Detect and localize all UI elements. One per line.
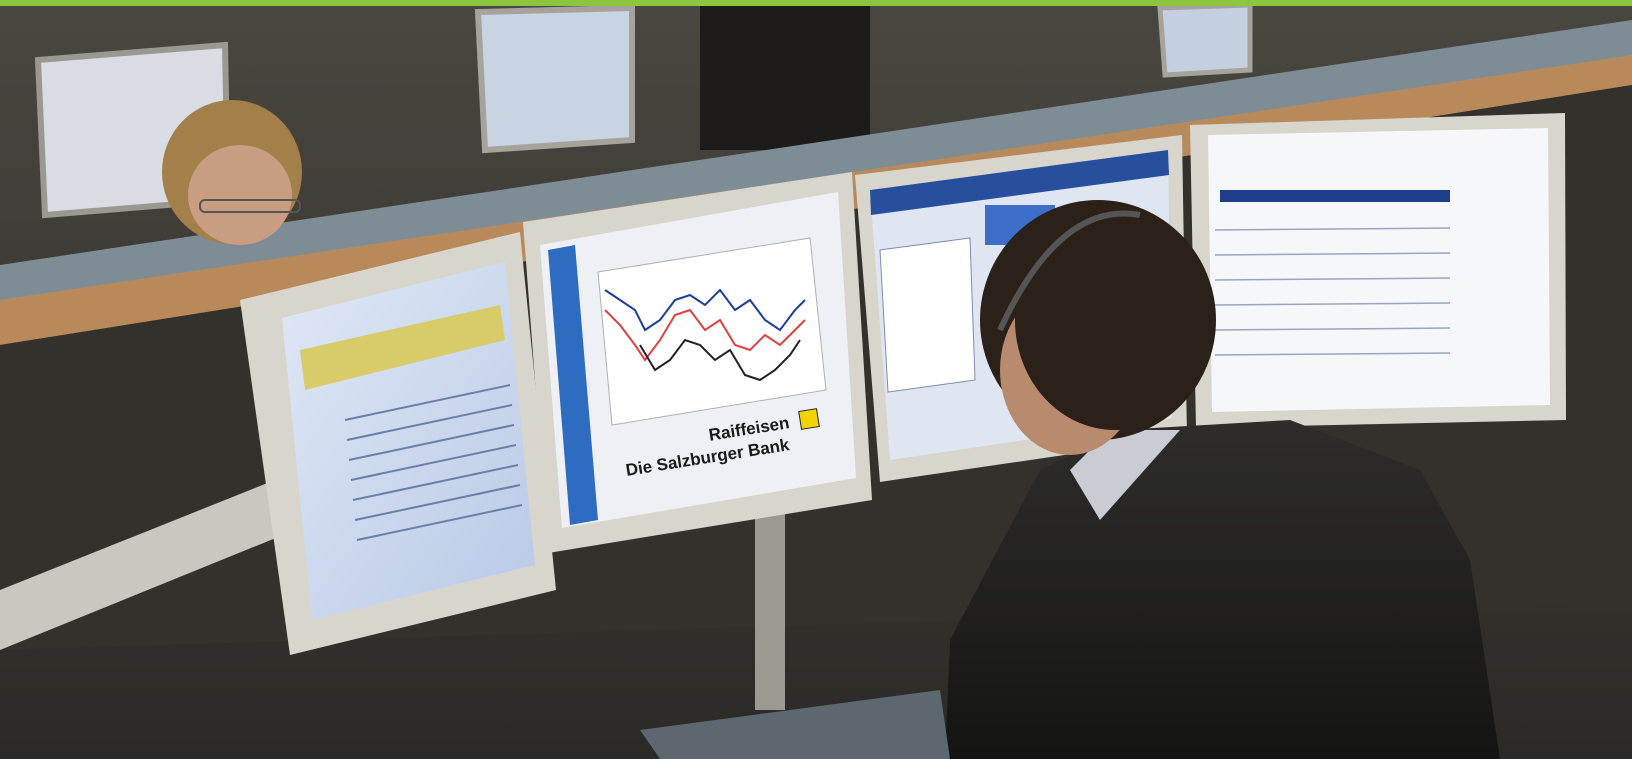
back-monitor <box>1160 5 1250 75</box>
photo: Raiffeisen Die Salzburger Bank <box>0 0 1632 759</box>
person-face <box>188 145 292 245</box>
person-hair <box>1015 210 1215 430</box>
logo-icon <box>799 409 820 430</box>
monitor-screen <box>1208 128 1550 412</box>
page: Raiffeisen Die Salzburger Bank (() => { … <box>0 0 1632 759</box>
screen-header <box>1220 190 1450 202</box>
top-bar <box>0 0 1632 6</box>
back-monitor <box>478 8 632 150</box>
monitor-stand <box>755 500 785 710</box>
background-person <box>700 0 870 150</box>
screen-panel <box>880 238 975 392</box>
